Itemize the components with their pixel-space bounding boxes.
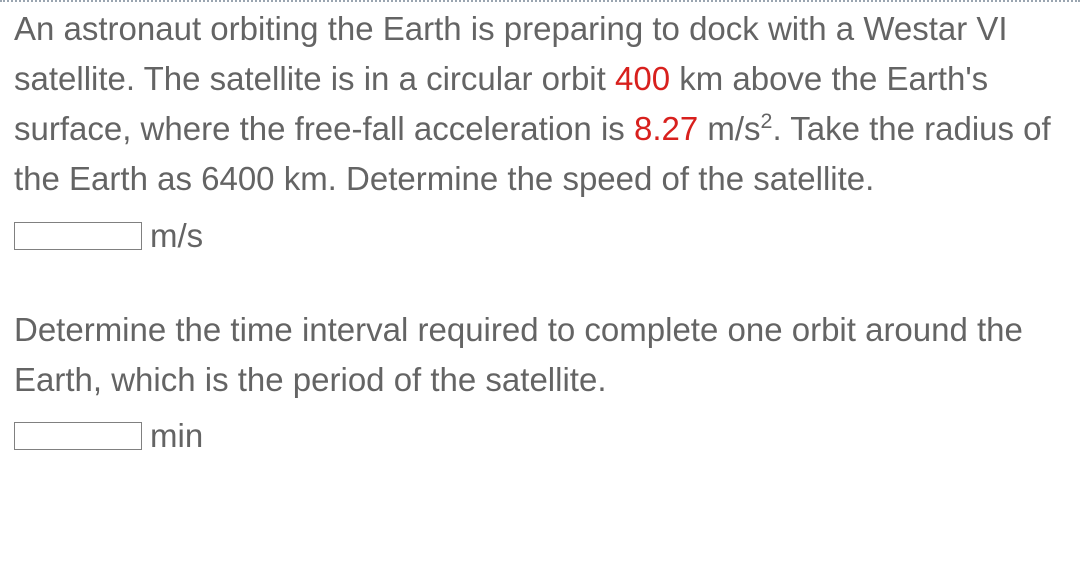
period-unit: min [150, 411, 203, 461]
text-segment: m/s [698, 110, 760, 147]
part-a-text: An astronaut orbiting the Earth is prepa… [14, 4, 1066, 205]
given-value-acceleration: 8.27 [634, 110, 698, 147]
speed-unit: m/s [150, 211, 203, 261]
problem-container: An astronaut orbiting the Earth is prepa… [0, 0, 1080, 461]
part-a-answer-row: m/s [14, 211, 1066, 261]
speed-input[interactable] [14, 222, 142, 250]
text-segment: Determine the time interval required to … [14, 311, 1023, 398]
superscript: 2 [761, 109, 773, 133]
part-b-text: Determine the time interval required to … [14, 305, 1066, 405]
spacer [14, 261, 1066, 303]
given-value-altitude: 400 [615, 60, 670, 97]
period-input[interactable] [14, 422, 142, 450]
part-b-answer-row: min [14, 411, 1066, 461]
